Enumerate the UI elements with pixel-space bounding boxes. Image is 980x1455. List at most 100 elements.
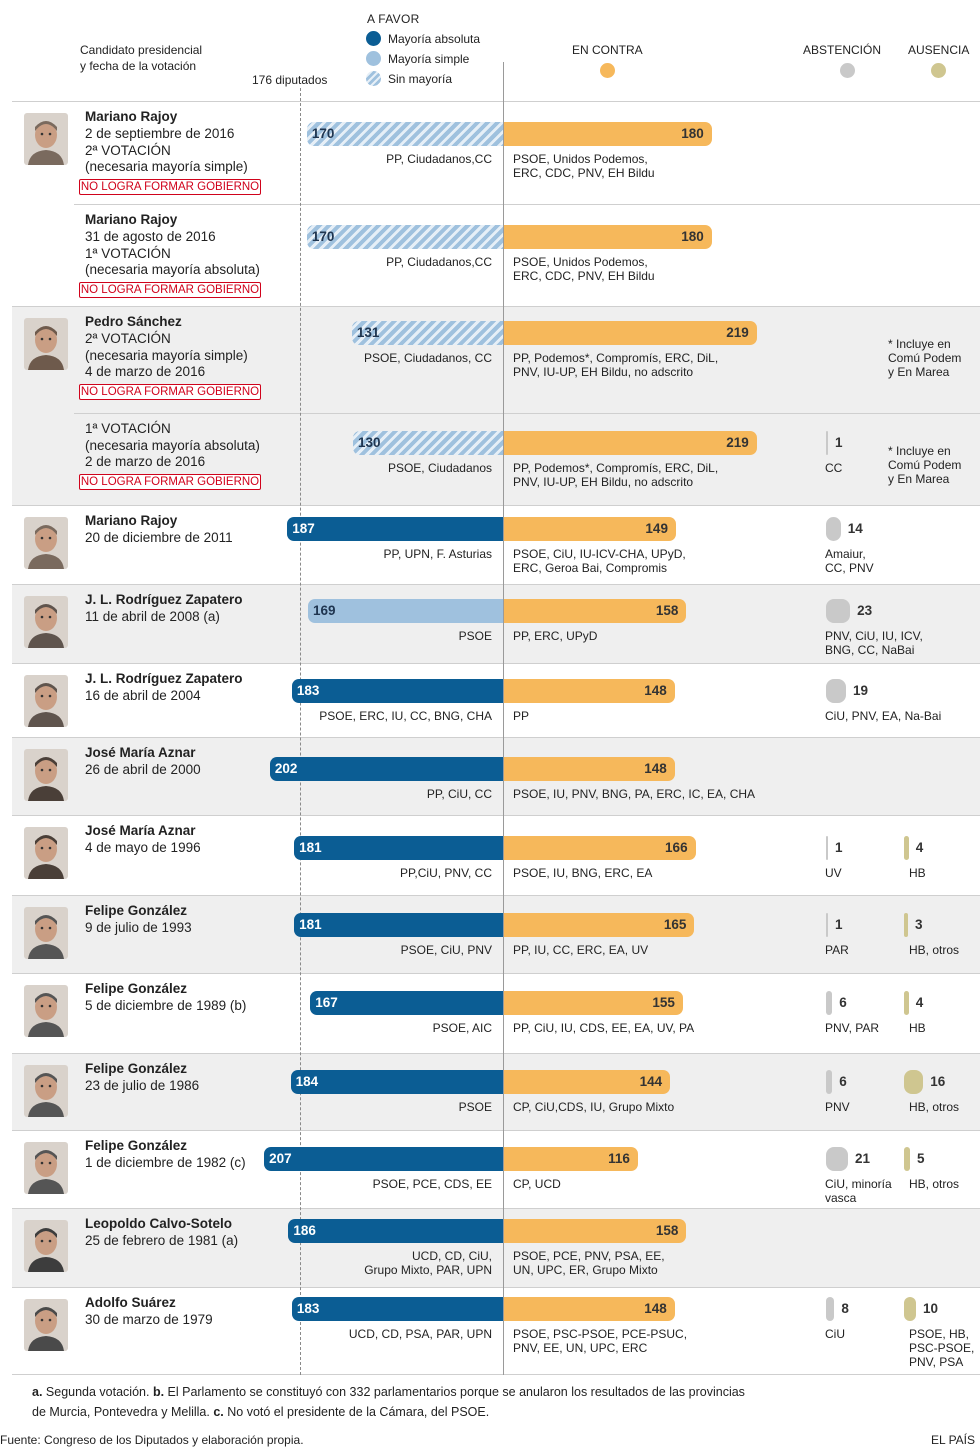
favor-bar: [306, 122, 503, 146]
row-separator: [12, 973, 980, 974]
contra-parties: PNV, EE, UN, UPC, ERC: [513, 1341, 648, 1355]
favor-bar: [352, 431, 503, 455]
contra-parties: PP, IU, CC, ERC, EA, UV: [513, 943, 649, 957]
favor-value: 170: [311, 229, 335, 244]
contra-value: 148: [644, 761, 667, 776]
contra-bar: [504, 321, 757, 345]
contra-bar: [504, 1219, 687, 1243]
contra-parties: PSOE, IU, BNG, ERC, EA: [513, 866, 653, 880]
row-band: [12, 584, 980, 663]
row-note: Comú Podem: [888, 458, 962, 472]
row-separator: [12, 1287, 980, 1288]
favor-bar: [351, 321, 503, 345]
row-separator: [12, 815, 980, 816]
candidate-name: José María Aznar: [85, 745, 196, 760]
threshold-line: [299, 88, 301, 1375]
row-separator: [12, 505, 980, 506]
legend-simple-label: Mayoría simple: [388, 52, 470, 66]
abstention-mark: [826, 1070, 833, 1094]
contra-parties: ERC, CDC, PNV, EH Bildu: [513, 269, 655, 283]
abstention-swatch: [840, 63, 855, 78]
rajoy-icon: [24, 517, 68, 569]
absence-parties: HB: [909, 1021, 926, 1035]
contra-parties: PSOE, IU, PNV, BNG, PA, ERC, IC, EA, CHA: [513, 787, 756, 801]
favor-bar: [310, 991, 503, 1015]
abstention-mark: [826, 1147, 849, 1171]
abstention-value: 21: [855, 1151, 871, 1166]
favor-bar: [290, 1070, 503, 1094]
abstention-parties: PNV, PAR: [825, 1021, 880, 1035]
contra-parties: PSOE, CiU, IU-ICV-CHA, UPyD,: [513, 547, 686, 561]
candidate-detail: 26 de abril de 2000: [85, 762, 201, 777]
absence-parties: PSOE, HB,: [909, 1327, 970, 1341]
candidate-detail: 2ª VOTACIÓN: [85, 331, 171, 346]
candidate-name: Mariano Rajoy: [85, 109, 178, 124]
favor-parties: Grupo Mixto, PAR, UPN: [364, 1263, 492, 1277]
abstention-title: ABSTENCIÓN: [803, 43, 882, 57]
favor-bar: [287, 517, 503, 541]
favor-bar: [294, 913, 503, 937]
favor-title: A FAVOR: [367, 12, 420, 26]
favor-bar: [264, 1147, 503, 1171]
row-separator: [12, 584, 980, 585]
contra-bar: [504, 757, 675, 781]
favor-parties: PP, Ciudadanos,CC: [386, 255, 492, 269]
absence-parties: HB: [909, 866, 926, 880]
favor-bar: [291, 679, 503, 703]
favor-bar: [306, 225, 503, 249]
gonzalez-icon: [24, 907, 68, 959]
contra-bar: [504, 1297, 675, 1321]
candidate-detail: 31 de agosto de 2016: [85, 229, 216, 244]
candidate-detail: (necesaria mayoría simple): [85, 159, 248, 174]
aznar-icon: [24, 827, 68, 879]
favor-value: 207: [269, 1151, 292, 1166]
absence-value: 10: [923, 1301, 939, 1316]
contra-bar: [504, 836, 696, 860]
contra-parties: PSOE, Unidos Podemos,: [513, 255, 648, 269]
contra-bar: [504, 599, 687, 623]
legend-none-swatch: [366, 71, 381, 86]
abstention-mark: [826, 599, 851, 623]
contra-value: 219: [726, 325, 749, 340]
contra-title: EN CONTRA: [572, 43, 643, 57]
absence-mark: [904, 1070, 924, 1094]
candidate-name: Felipe González: [85, 981, 188, 996]
abstention-value: 6: [839, 995, 847, 1010]
favor-value: 181: [299, 917, 322, 932]
footnote-part: Segunda votación.: [42, 1385, 153, 1399]
candidate-detail: (necesaria mayoría simple): [85, 347, 248, 363]
abstention-parties: PNV: [825, 1100, 850, 1114]
candidate-name: Adolfo Suárez: [85, 1295, 176, 1310]
favor-parties: PSOE, PCE, CDS, EE: [372, 1177, 492, 1191]
contra-parties: PSOE, Unidos Podemos,: [513, 152, 648, 166]
candidate-detail: 1ª VOTACIÓN: [85, 421, 171, 436]
contra-bar: [504, 991, 683, 1015]
row-separator: [12, 306, 980, 307]
abstention-value: 6: [839, 1074, 847, 1089]
failure-badge: NO LOGRA FORMAR GOBIERNO: [79, 178, 261, 195]
row-separator: [12, 737, 980, 738]
failure-badge: NO LOGRA FORMAR GOBIERNO: [79, 281, 261, 298]
contra-value: 219: [726, 435, 749, 450]
absence-parties: HB, otros: [909, 943, 960, 957]
favor-bar: [291, 1297, 503, 1321]
row-separator: [12, 1130, 980, 1131]
abstention-value: 1: [835, 435, 843, 450]
contra-parties: PP, Podemos*, Compromís, ERC, DiL,: [513, 351, 719, 365]
contra-parties: PP, CiU, IU, CDS, EE, EA, UV, PA: [513, 1021, 695, 1035]
candidate-detail: 16 de abril de 2004: [85, 688, 201, 703]
favor-value: 183: [296, 1301, 320, 1316]
candidate-detail: 4 de mayo de 1996: [85, 840, 201, 855]
contra-value: 155: [652, 995, 675, 1010]
candidate-header-line1: Candidato presidencial: [80, 43, 203, 57]
candidate-name: Pedro Sánchez: [85, 314, 182, 329]
contra-value: 165: [663, 917, 687, 932]
abstention-mark: [826, 1297, 835, 1321]
contra-parties: CP, UCD: [513, 1177, 561, 1191]
favor-value: 187: [292, 521, 315, 536]
row-note: * Incluye en: [888, 444, 951, 458]
row-separator: [12, 1053, 980, 1054]
candidate-name: J. L. Rodríguez Zapatero: [85, 671, 243, 686]
footnote-line1: a. Segunda votación. b. El Parlamento se…: [32, 1385, 745, 1399]
abstention-mark: [826, 913, 828, 937]
